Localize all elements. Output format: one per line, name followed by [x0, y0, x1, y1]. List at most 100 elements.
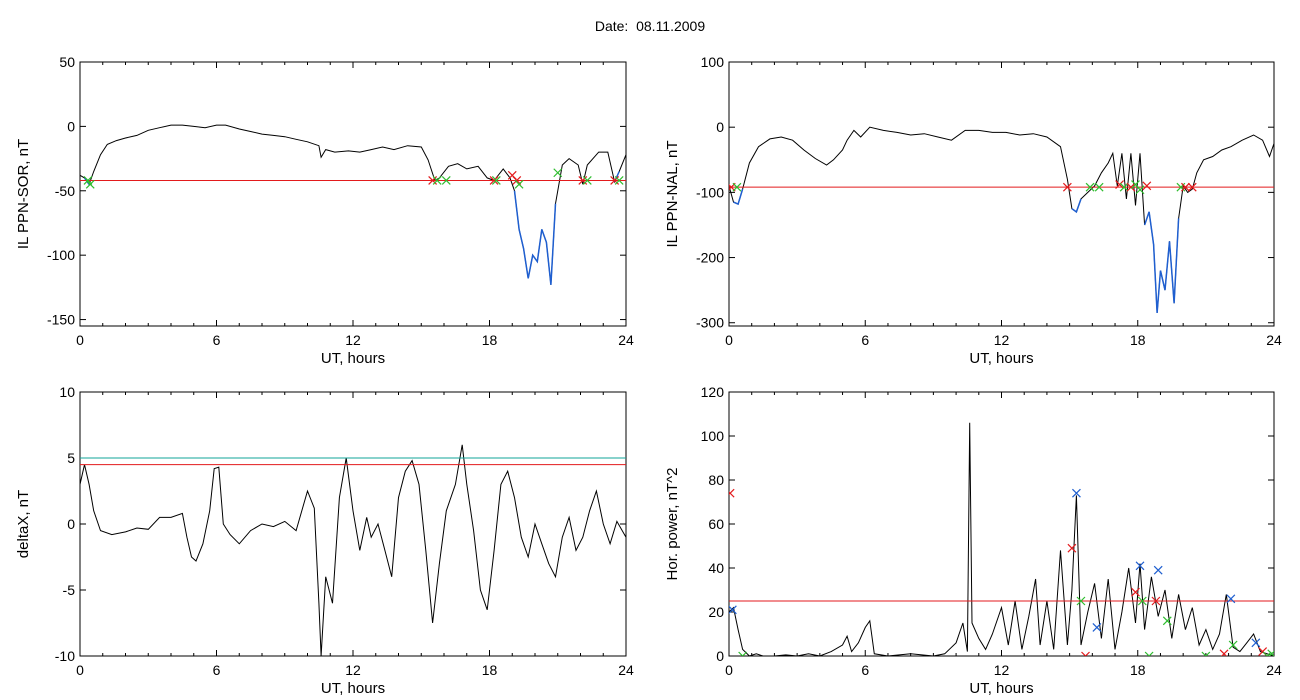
x-marker: [1131, 587, 1140, 597]
x-marker-stroke: [1085, 182, 1095, 192]
x-marker-stroke: [432, 176, 442, 185]
x-marker: [1201, 651, 1211, 656]
x-marker-stroke: [729, 488, 735, 496]
series-line: [729, 126, 1274, 314]
x-marker: [1187, 182, 1197, 192]
x-marker-stroke: [1181, 182, 1190, 192]
y-tick-label: 5: [67, 450, 75, 466]
x-marker-stroke: [729, 605, 737, 615]
x-marker: [729, 605, 737, 615]
x-marker: [514, 179, 524, 189]
panel-il-ppn-sor: 0 6 12 18 24 50 0 -50 -100 -150 UT, hours IL PPN-SO…: [15, 54, 634, 367]
series-highlight: [1071, 198, 1082, 214]
x-marker: [489, 176, 499, 185]
x-marker-stroke: [514, 179, 524, 189]
x-marker-stroke: [1135, 185, 1145, 195]
plot-frame: [728, 391, 1275, 657]
x-tick-label: 0: [76, 662, 84, 678]
x-marker: [1115, 180, 1125, 189]
x-marker-stroke: [1148, 651, 1154, 656]
x-tick-label: 24: [618, 662, 634, 678]
x-tick-label: 12: [345, 662, 361, 678]
x-tick-label: 0: [725, 332, 733, 348]
x-marker-stroke: [489, 176, 499, 185]
series-highlight: [513, 190, 557, 285]
x-tick-label: 18: [1130, 662, 1146, 678]
y-tick-label: 80: [708, 472, 724, 488]
x-marker-stroke: [1153, 565, 1163, 575]
x-marker-stroke: [738, 651, 744, 656]
x-marker-stroke: [83, 176, 93, 185]
x-marker-stroke: [1137, 596, 1147, 606]
x-tick-label: 18: [482, 662, 498, 678]
y-tick-label: -10: [55, 648, 75, 664]
x-axis-label: UT, hours: [321, 680, 385, 697]
x-marker: [1062, 182, 1072, 192]
x-marker-stroke: [1131, 180, 1140, 189]
x-marker: [1135, 185, 1145, 195]
plot-frame: [728, 61, 1275, 327]
series-line: [80, 124, 626, 285]
y-tick-label: 10: [59, 384, 75, 400]
x-marker-stroke: [1094, 182, 1104, 192]
x-marker: [1126, 182, 1136, 192]
x-marker-stroke: [1126, 182, 1136, 192]
plot-frame: [79, 61, 627, 327]
x-tick-label: 0: [725, 662, 733, 678]
x-tick-label: 0: [76, 332, 84, 348]
x-marker: [1081, 651, 1090, 656]
y-axis-label: IL PPN-SOR, nT: [15, 139, 32, 249]
y-tick-label: 20: [708, 604, 724, 620]
x-marker: [1119, 182, 1129, 192]
plot-area: [80, 444, 626, 656]
x-marker: [1067, 543, 1077, 553]
series-highlight: [733, 188, 744, 206]
x-axis-label: UT, hours: [969, 680, 1033, 697]
x-tick-label: 6: [861, 332, 869, 348]
x-marker-stroke: [85, 179, 95, 189]
series-line: [80, 444, 626, 656]
x-marker: [1072, 488, 1081, 498]
x-tick-label: 12: [994, 662, 1010, 678]
x-marker-stroke: [1084, 651, 1090, 656]
x-tick-label: 6: [213, 662, 221, 678]
x-marker-stroke: [1268, 650, 1274, 656]
x-tick-label: 24: [1266, 662, 1282, 678]
x-tick-label: 6: [861, 662, 869, 678]
x-marker: [1144, 651, 1154, 656]
x-marker: [85, 179, 95, 189]
x-tick-label: 18: [1130, 332, 1146, 348]
panel-hor-power: 0 6 12 18 24 0 20 40 60 80 100 120 UT, hours Hor. pow…: [664, 384, 1282, 697]
panel-deltax: 0 6 12 18 24 10 5 0 -5 -10 UT, hours deltaX, nT: [15, 384, 634, 697]
plot-area: [80, 124, 626, 285]
x-marker-stroke: [1258, 647, 1268, 656]
series-highlight: [1143, 211, 1180, 314]
series-line: [729, 422, 1274, 656]
x-marker-stroke: [1135, 561, 1145, 571]
x-marker-stroke: [1205, 651, 1211, 656]
x-marker: [729, 488, 735, 498]
x-marker: [1262, 651, 1272, 656]
y-tick-label: -5: [63, 582, 76, 598]
x-tick-label: 24: [618, 332, 634, 348]
x-marker-stroke: [1251, 638, 1261, 648]
x-marker-stroke: [1226, 594, 1236, 604]
x-marker: [441, 176, 451, 185]
x-marker: [432, 176, 442, 185]
x-marker: [1226, 594, 1236, 604]
page-title: Date: 08.11.2009: [594, 18, 706, 34]
x-marker-stroke: [512, 176, 522, 185]
y-tick-label: -200: [696, 250, 724, 266]
y-tick-label: 120: [701, 384, 725, 400]
y-axis-label: Hor. power, nT^2: [664, 468, 681, 581]
y-axis-label: IL PPN-NAL, nT: [664, 141, 681, 248]
y-tick-label: 100: [701, 428, 725, 444]
y-tick-label: -100: [47, 247, 75, 263]
x-marker-stroke: [1119, 182, 1129, 192]
x-marker: [1094, 182, 1104, 192]
y-axis-label: deltaX, nT: [15, 490, 32, 558]
x-marker: [1251, 638, 1261, 648]
x-axis-label: UT, hours: [321, 350, 385, 367]
x-marker-stroke: [1228, 640, 1238, 650]
x-tick-label: 6: [213, 332, 221, 348]
